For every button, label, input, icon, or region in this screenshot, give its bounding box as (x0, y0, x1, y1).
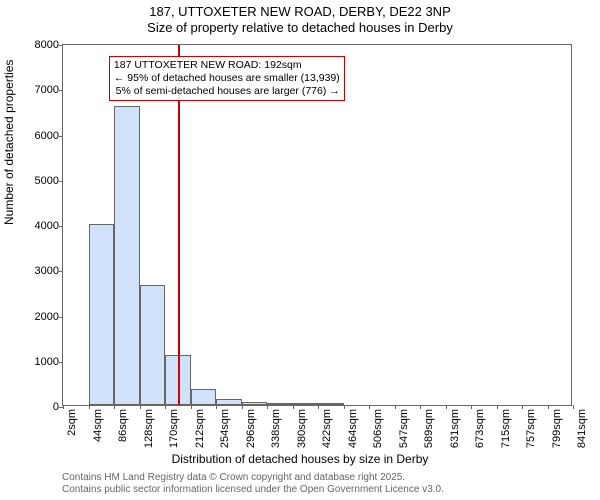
credits-line-2: Contains public sector information licen… (62, 484, 444, 496)
annotation-line: 187 UTTOXETER NEW ROAD: 192sqm (114, 59, 340, 72)
x-tick-label: 506sqm (372, 409, 384, 448)
y-tick-label: 6000 (35, 130, 59, 142)
y-tick-label: 3000 (35, 265, 59, 277)
x-tick-label: 212sqm (194, 409, 206, 448)
x-tick-label: 254sqm (219, 409, 231, 448)
y-tick-label: 1000 (35, 356, 59, 368)
x-tick-label: 589sqm (423, 409, 435, 448)
y-tick-label: 2000 (35, 311, 59, 323)
y-axis-label: Number of detached properties (2, 60, 16, 225)
histogram-bar (267, 403, 293, 405)
histogram-bar (114, 106, 140, 405)
x-tick-label: 841sqm (576, 409, 588, 448)
credits: Contains HM Land Registry data © Crown c… (62, 472, 444, 496)
chart-container: 187, UTTOXETER NEW ROAD, DERBY, DE22 3NP… (0, 0, 600, 500)
y-tick-label: 8000 (35, 39, 59, 51)
y-tick-label: 4000 (35, 220, 59, 232)
x-tick-label: 380sqm (296, 409, 308, 448)
x-tick-label: 757sqm (525, 409, 537, 448)
title-line-2: Size of property relative to detached ho… (0, 20, 600, 36)
histogram-bar (140, 285, 166, 405)
x-tick-label: 338sqm (270, 409, 282, 448)
plot-area: 0100020003000400050006000700080002sqm44s… (62, 44, 572, 406)
x-tick-label: 715sqm (500, 409, 512, 448)
x-tick-label: 170sqm (168, 409, 180, 448)
x-tick-label: 128sqm (143, 409, 155, 448)
histogram-bar (89, 224, 115, 405)
histogram-bar (318, 403, 344, 405)
y-tick-label: 7000 (35, 84, 59, 96)
x-tick-label: 422sqm (321, 409, 333, 448)
x-tick-label: 296sqm (245, 409, 257, 448)
histogram-bar (293, 403, 319, 405)
histogram-bar (191, 389, 217, 405)
annotation-line: ← 95% of detached houses are smaller (13… (114, 72, 340, 85)
x-tick-label: 86sqm (117, 409, 129, 442)
y-tick-label: 5000 (35, 175, 59, 187)
histogram-bar (216, 399, 242, 405)
x-tick-label: 631sqm (449, 409, 461, 448)
x-tick-label: 44sqm (92, 409, 104, 442)
x-tick-label: 547sqm (398, 409, 410, 448)
credits-line-1: Contains HM Land Registry data © Crown c… (62, 472, 444, 484)
x-axis-label: Distribution of detached houses by size … (0, 452, 600, 466)
histogram-bar (242, 402, 268, 405)
x-tick-label: 673sqm (474, 409, 486, 448)
x-tick-label: 799sqm (551, 409, 563, 448)
annotation-line: 5% of semi-detached houses are larger (7… (114, 85, 340, 98)
annotation-box: 187 UTTOXETER NEW ROAD: 192sqm← 95% of d… (109, 56, 345, 101)
x-tick-label: 2sqm (66, 409, 78, 436)
chart-title: 187, UTTOXETER NEW ROAD, DERBY, DE22 3NP… (0, 0, 600, 35)
title-line-1: 187, UTTOXETER NEW ROAD, DERBY, DE22 3NP (0, 4, 600, 20)
x-tick-label: 464sqm (347, 409, 359, 448)
